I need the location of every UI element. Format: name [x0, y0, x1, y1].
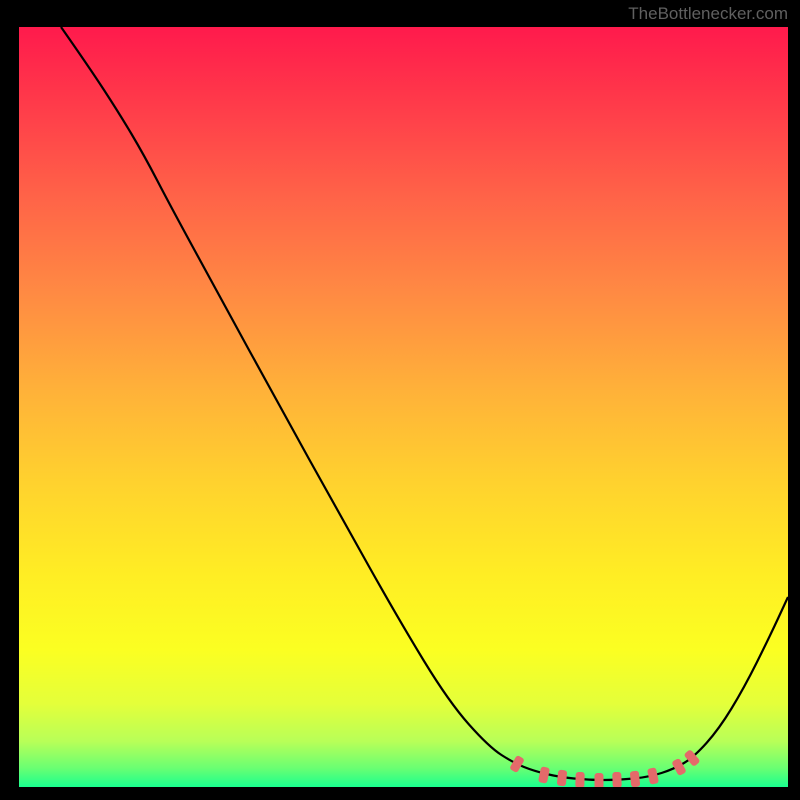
bottleneck-curve: [61, 27, 788, 780]
frame-left: [0, 0, 19, 800]
watermark-text: TheBottlenecker.com: [628, 4, 788, 24]
curve-marker: [630, 771, 641, 787]
frame-bottom: [0, 787, 800, 800]
curve-layer: [19, 27, 788, 787]
curve-marker: [575, 772, 585, 787]
curve-marker: [557, 770, 568, 787]
curve-marker: [647, 767, 659, 785]
plot-area: [19, 27, 788, 787]
curve-marker: [612, 772, 622, 787]
curve-marker: [538, 766, 550, 784]
frame-right: [788, 0, 800, 800]
curve-marker: [509, 755, 525, 773]
curve-marker: [595, 773, 604, 787]
curve-marker: [671, 758, 686, 776]
